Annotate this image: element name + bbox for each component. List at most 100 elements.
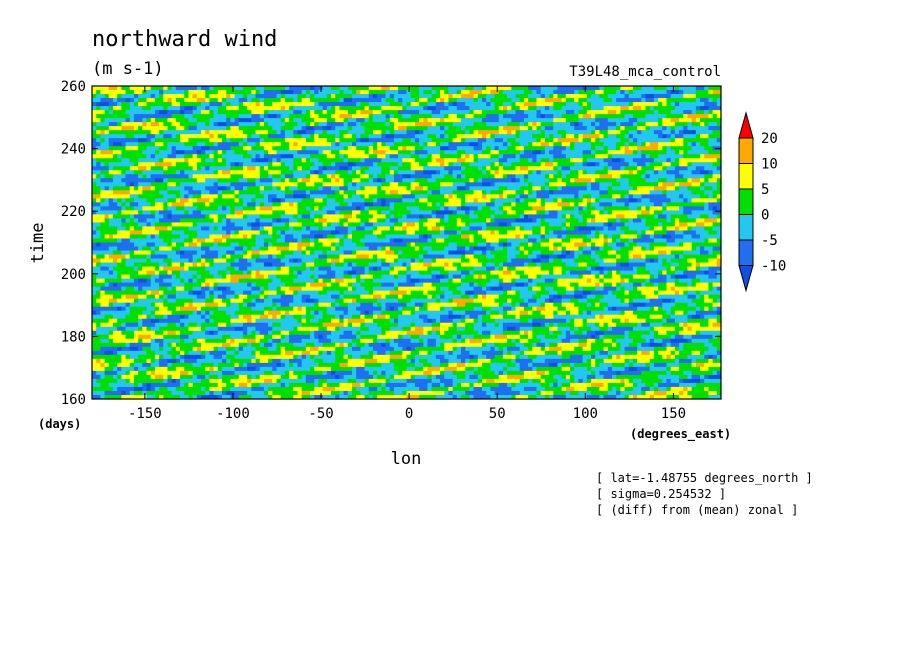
field-cell [444,214,450,220]
field-cell [595,186,600,191]
field-cell [410,174,416,179]
field-cell [293,162,299,167]
field-cell [221,150,227,155]
field-cell [486,138,491,143]
field-cell [695,106,701,111]
field-cell [389,158,395,163]
field-cell [486,150,491,155]
field-cell [167,150,173,155]
field-cell [201,122,206,127]
field-cell [649,106,655,111]
field-cell [372,126,378,131]
field-cell [586,106,592,111]
field-cell [184,102,190,107]
field-cell [247,102,252,107]
field-cell [318,110,324,115]
field-cell [180,210,185,216]
field-cell [263,194,269,199]
field-cell [565,190,571,195]
field-cell [435,210,441,216]
field-cell [519,110,525,115]
field-cell [154,110,160,115]
field-cell [133,118,139,123]
field-cell [549,102,554,107]
field-cell [515,162,521,167]
field-cell [121,114,127,119]
field-cell [695,86,701,91]
field-cell [339,178,345,183]
field-cell [381,210,387,216]
field-cell [272,174,278,179]
field-cell [368,118,374,123]
field-cell [481,142,487,147]
field-cell [599,214,605,220]
field-cell [393,110,399,115]
field-cell [687,198,693,203]
field-cell [540,170,546,175]
field-cell [624,194,630,199]
field-cell [217,166,223,171]
field-cell [570,134,575,139]
field-cell [385,166,391,171]
field-cell [561,130,567,135]
field-cell [553,138,559,143]
field-cell [347,130,353,135]
field-cell [419,118,424,123]
field-cell [201,86,206,91]
field-cell [637,186,642,191]
field-cell [406,150,412,155]
field-cell [234,162,240,167]
field-cell [637,198,642,203]
field-cell [230,94,236,99]
field-cell [649,174,655,179]
field-cell [540,174,546,179]
field-cell [632,190,638,195]
field-cell [423,94,429,99]
field-cell [544,138,550,143]
field-cell [645,210,651,216]
field-cell [574,114,580,119]
field-cell [247,122,252,127]
field-cell [574,158,580,163]
field-cell [423,86,429,91]
field-cell [532,114,538,119]
field-cell [255,98,261,103]
field-cell [163,194,169,199]
field-cell [121,170,127,175]
field-cell [100,162,106,167]
field-cell [536,138,542,143]
field-cell [712,214,718,220]
field-cell [96,178,101,183]
field-cell [595,86,600,91]
field-cell [704,182,710,187]
field-cell [142,142,148,147]
field-cell [234,190,240,195]
field-cell [695,114,701,119]
field-cell [578,194,584,199]
field-cell [377,118,382,123]
field-cell [658,130,663,135]
field-cell [251,118,257,123]
field-cell [637,214,642,220]
field-cell [662,126,668,131]
field-cell [406,134,412,139]
field-cell [423,202,429,207]
field-cell [649,94,655,99]
field-cell [180,94,185,99]
field-cell [603,162,609,167]
field-cell [381,154,387,159]
field-cell [175,210,181,216]
field-cell [465,178,470,183]
field-cell [523,162,529,167]
field-cell [465,98,470,103]
field-cell [586,86,592,91]
field-cell [448,126,454,131]
field-cell [280,122,286,127]
field-cell [620,122,626,127]
field-cell [406,174,412,179]
field-cell [209,102,215,107]
field-cell [326,126,332,131]
field-cell [272,102,278,107]
field-cell [561,198,567,203]
field-cell [708,182,714,187]
